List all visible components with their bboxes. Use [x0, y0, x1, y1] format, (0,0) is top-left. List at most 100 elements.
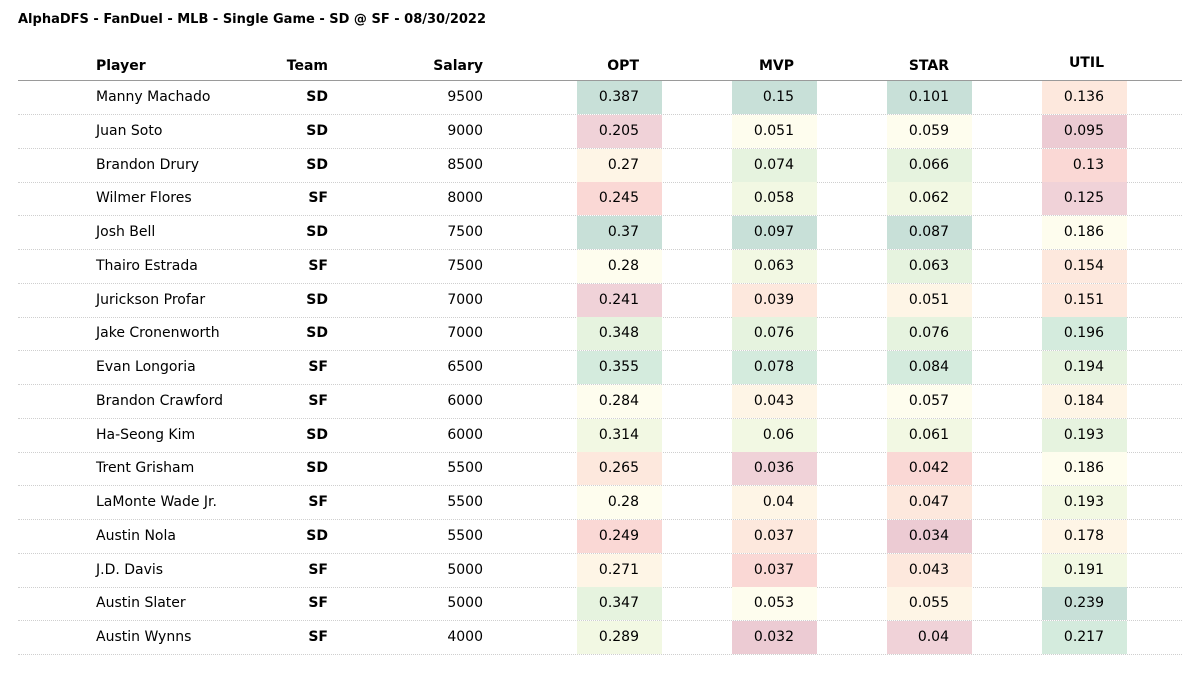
opt-value-cell: 0.27	[577, 148, 662, 182]
salary-value: 5000	[447, 595, 483, 612]
team-code: SF	[308, 561, 328, 578]
player-name: Manny Machado	[96, 89, 211, 105]
star-value-cell: 0.047	[887, 486, 972, 519]
opt-value-cell: 0.387	[577, 81, 662, 114]
util-value-cell: 0.186	[1042, 452, 1127, 486]
star-value-cell: 0.057	[887, 384, 972, 418]
table-row: Austin Slater SF 5000 0.347 0.053 0.055 0.239	[0, 587, 1200, 622]
util-value-cell: 0.193	[1042, 486, 1127, 519]
salary-value: 4000	[447, 629, 483, 645]
opt-value-cell: 0.245	[577, 182, 662, 216]
util-value-cell: 0.095	[1042, 114, 1127, 148]
header-player: Player	[96, 58, 146, 74]
mvp-value-cell: 0.053	[732, 587, 817, 621]
row-separator	[18, 451, 1182, 453]
star-value-cell: 0.051	[887, 283, 972, 317]
team-code: SF	[308, 494, 328, 510]
row-separator	[18, 485, 1182, 487]
opt-value-cell: 0.37	[577, 216, 662, 249]
row-separator	[18, 215, 1182, 217]
opt-value-cell: 0.271	[577, 553, 662, 587]
table-row: Austin Wynns SF 4000 0.289 0.032 0.04 0.217	[0, 621, 1200, 655]
mvp-value-cell: 0.037	[732, 519, 817, 553]
salary-value: 5000	[447, 561, 483, 578]
star-value-cell: 0.034	[887, 519, 972, 553]
opt-value-cell: 0.355	[577, 351, 662, 384]
util-value-cell: 0.194	[1042, 351, 1127, 384]
mvp-value-cell: 0.032	[732, 621, 817, 654]
mvp-value-cell: 0.097	[732, 216, 817, 249]
table-row: Jurickson Profar SD 7000 0.241 0.039 0.051 0.1…	[0, 283, 1200, 318]
row-separator	[18, 519, 1182, 520]
mvp-value-cell: 0.039	[732, 283, 817, 317]
util-value-cell: 0.186	[1042, 216, 1127, 249]
team-code: SD	[306, 122, 328, 139]
team-code: SF	[308, 190, 328, 207]
opt-value-cell: 0.289	[577, 621, 662, 654]
table-row: Manny Machado SD 9500 0.387 0.15 0.101 0.136	[0, 81, 1200, 115]
team-code: SF	[308, 595, 328, 612]
util-value-cell: 0.125	[1042, 182, 1127, 216]
team-code: SD	[306, 460, 328, 477]
row-separator	[18, 384, 1182, 385]
header-util: UTIL	[1068, 55, 1104, 71]
mvp-value-cell: 0.037	[732, 553, 817, 587]
row-separator	[18, 350, 1182, 352]
opt-value-cell: 0.284	[577, 384, 662, 418]
header-divider	[18, 80, 1182, 81]
player-name: Austin Nola	[96, 527, 176, 544]
opt-value-cell: 0.347	[577, 587, 662, 621]
team-code: SD	[306, 89, 328, 105]
opt-value-cell: 0.241	[577, 283, 662, 317]
salary-value: 8500	[447, 156, 483, 173]
player-name: Wilmer Flores	[96, 190, 192, 207]
salary-value: 7500	[447, 224, 483, 240]
util-value-cell: 0.178	[1042, 519, 1127, 553]
table-row: Wilmer Flores SF 8000 0.245 0.058 0.062 0.125	[0, 182, 1200, 217]
player-name: Juan Soto	[96, 122, 163, 139]
star-value-cell: 0.061	[887, 418, 972, 452]
table-row: Juan Soto SD 9000 0.205 0.051 0.059 0.095	[0, 114, 1200, 149]
util-value-cell: 0.154	[1042, 249, 1127, 283]
salary-value: 7000	[447, 325, 483, 342]
salary-value: 5500	[447, 527, 483, 544]
star-value-cell: 0.062	[887, 182, 972, 216]
salary-value: 7500	[447, 257, 483, 274]
mvp-value-cell: 0.058	[732, 182, 817, 216]
row-separator	[18, 620, 1182, 622]
mvp-value-cell: 0.043	[732, 384, 817, 418]
star-value-cell: 0.04	[887, 621, 972, 654]
mvp-value-cell: 0.04	[732, 486, 817, 519]
table-row: Austin Nola SD 5500 0.249 0.037 0.034 0.178	[0, 519, 1200, 554]
row-separator	[18, 282, 1182, 284]
page-title: AlphaDFS - FanDuel - MLB - Single Game -…	[18, 12, 487, 27]
table-row: Ha-Seong Kim SD 6000 0.314 0.06 0.061 0.193	[0, 418, 1200, 453]
player-name: Austin Wynns	[96, 629, 192, 645]
team-code: SD	[306, 325, 328, 342]
team-code: SF	[308, 392, 328, 409]
player-name: Brandon Crawford	[96, 392, 224, 409]
header-salary: Salary	[433, 58, 483, 74]
mvp-value-cell: 0.051	[732, 114, 817, 148]
player-name: Josh Bell	[96, 224, 156, 240]
star-value-cell: 0.084	[887, 351, 972, 384]
table-row: Thairo Estrada SF 7500 0.28 0.063 0.063 0.154	[0, 249, 1200, 284]
row-separator	[18, 147, 1182, 149]
player-name: Trent Grisham	[96, 460, 195, 477]
star-value-cell: 0.043	[887, 553, 972, 587]
table-row: LaMonte Wade Jr. SF 5500 0.28 0.04 0.047 0.193	[0, 486, 1200, 520]
header-team: Team	[286, 58, 328, 74]
mvp-value-cell: 0.076	[732, 317, 817, 351]
util-value-cell: 0.136	[1042, 81, 1127, 114]
opt-value-cell: 0.265	[577, 452, 662, 486]
salary-value: 5500	[447, 494, 483, 510]
star-value-cell: 0.055	[887, 587, 972, 621]
star-value-cell: 0.042	[887, 452, 972, 486]
util-value-cell: 0.239	[1042, 587, 1127, 621]
row-separator	[18, 586, 1182, 588]
team-code: SF	[308, 359, 328, 375]
team-code: SD	[306, 527, 328, 544]
mvp-value-cell: 0.063	[732, 249, 817, 283]
mvp-value-cell: 0.15	[732, 81, 817, 114]
table-row: Brandon Crawford SF 6000 0.284 0.043 0.057 0.1…	[0, 384, 1200, 419]
